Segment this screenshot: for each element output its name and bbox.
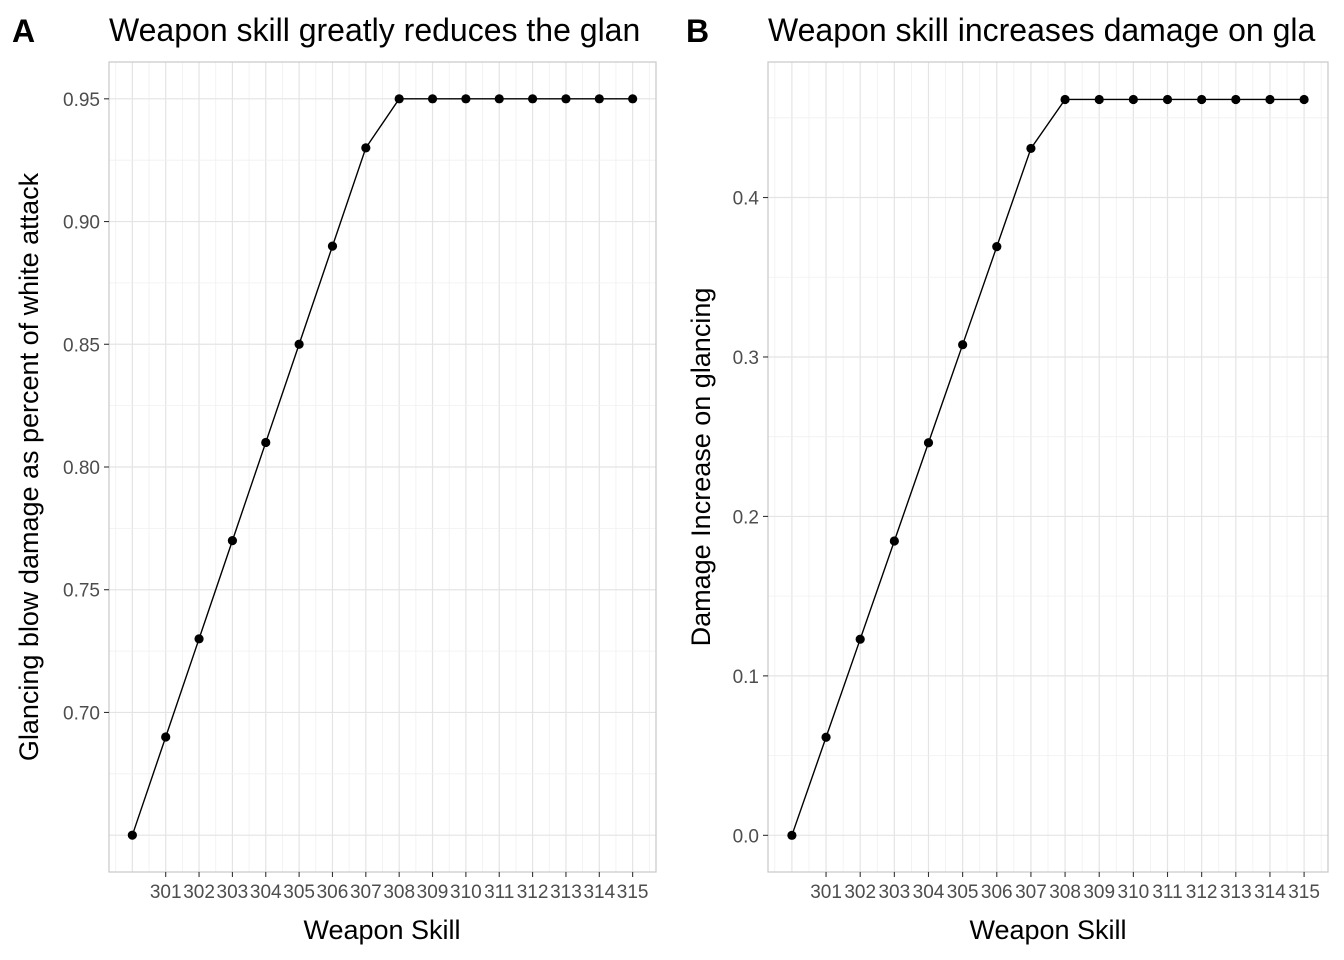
x-tick-label: 305	[947, 882, 979, 903]
x-axis-title: Weapon Skill	[303, 915, 460, 945]
data-point	[992, 242, 1002, 252]
data-point	[527, 94, 538, 104]
data-point	[461, 94, 471, 104]
y-tick-label: 0.95	[63, 90, 100, 111]
series-line	[131, 98, 633, 836]
panel-border	[767, 61, 1329, 873]
x-tick-label: 314	[583, 882, 615, 903]
gridlines	[109, 62, 656, 872]
x-tick-label: 315	[1288, 882, 1320, 903]
x-tick-label: 302	[844, 882, 876, 903]
data-point	[1060, 94, 1070, 105]
data-point	[628, 94, 638, 104]
data-point	[958, 340, 968, 350]
data-point	[923, 438, 934, 448]
data-point	[127, 830, 137, 840]
y-axis-title: Glancing blow damage as percent of white…	[14, 172, 44, 761]
x-tick-label: 309	[417, 882, 449, 903]
y-tick-label: 0.0	[733, 826, 759, 847]
data-point	[1128, 94, 1138, 105]
data-point	[1094, 94, 1104, 105]
x-tick-label: 308	[1049, 882, 1081, 903]
data-point	[1162, 94, 1173, 105]
x-tick-label: 301	[810, 882, 842, 903]
gridlines	[768, 62, 1328, 872]
y-tick-label: 0.3	[733, 348, 759, 369]
chart-title: Weapon skill increases damage on gla	[768, 12, 1315, 48]
panel-label: B	[686, 13, 709, 49]
x-tick-label: 311	[1152, 882, 1182, 903]
x-tick-label: 309	[1083, 882, 1115, 903]
y-tick-label: 0.2	[733, 507, 759, 528]
data-point	[1231, 94, 1241, 105]
data-point	[821, 732, 831, 742]
data-point	[1265, 94, 1275, 105]
x-tick-label: 307	[1015, 882, 1047, 903]
panel-label: A	[12, 13, 35, 49]
x-tick-label: 311	[484, 882, 514, 903]
x-tick-label: 312	[517, 882, 549, 903]
data-point	[227, 536, 238, 546]
x-tick-label: 314	[1254, 882, 1286, 903]
data-point	[261, 437, 271, 448]
x-tick-label: 307	[350, 882, 382, 903]
x-tick-label: 315	[617, 882, 649, 903]
y-tick-label: 0.70	[63, 703, 100, 724]
x-tick-label: 308	[383, 882, 415, 903]
chart-title: Weapon skill greatly reduces the glan	[109, 12, 640, 48]
data-point	[394, 94, 404, 104]
x-tick-label: 304	[250, 882, 282, 903]
data-point	[1299, 94, 1309, 105]
data-point	[427, 94, 438, 104]
y-tick-label: 0.75	[63, 581, 100, 602]
data-point	[327, 241, 338, 251]
y-tick-label: 0.80	[63, 458, 100, 479]
x-tick-label: 306	[981, 882, 1013, 903]
data-point	[561, 94, 571, 104]
y-tick-label: 0.85	[63, 335, 100, 356]
x-tick-label: 313	[1220, 882, 1252, 903]
x-tick-label: 304	[913, 882, 945, 903]
x-tick-label: 313	[550, 882, 582, 903]
series-line	[791, 98, 1305, 836]
data-point	[889, 536, 899, 546]
x-tick-label: 303	[878, 882, 910, 903]
data-point	[361, 143, 371, 153]
x-tick-label: 302	[183, 882, 215, 903]
data-point	[1197, 94, 1207, 105]
x-tick-label: 310	[450, 882, 482, 903]
data-point	[855, 634, 865, 644]
x-axis-title: Weapon Skill	[969, 915, 1126, 945]
x-tick-label: 306	[317, 882, 349, 903]
data-point	[161, 732, 171, 742]
x-tick-label: 305	[283, 882, 315, 903]
y-tick-label: 0.1	[733, 667, 759, 688]
x-tick-label: 303	[217, 882, 249, 903]
data-point	[494, 94, 504, 104]
data-point	[294, 339, 304, 349]
data-point	[194, 634, 204, 644]
y-tick-label: 0.90	[63, 213, 100, 234]
y-axis-title: Damage Increase on glancing	[686, 288, 716, 647]
x-tick-label: 301	[150, 882, 182, 903]
data-point	[787, 830, 797, 840]
x-tick-label: 310	[1118, 882, 1150, 903]
data-point	[1026, 143, 1036, 154]
y-tick-label: 0.4	[733, 189, 760, 210]
x-tick-label: 312	[1186, 882, 1218, 903]
data-point	[594, 94, 604, 104]
